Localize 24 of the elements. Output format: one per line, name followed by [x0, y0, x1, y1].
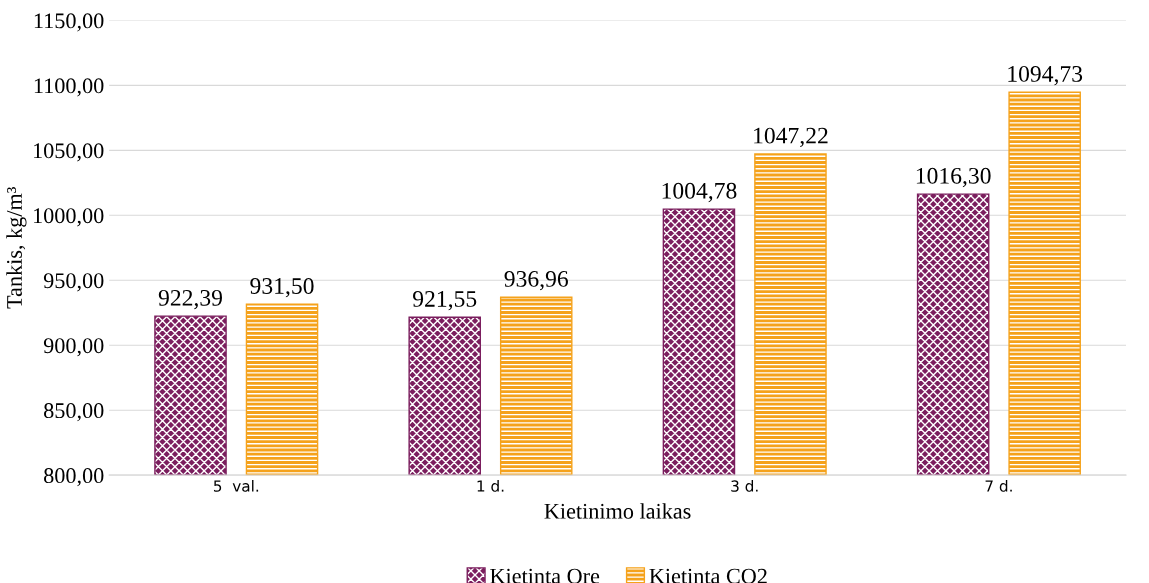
x-tick-label: 1 d. — [477, 480, 504, 492]
y-tick-label: 800,00 — [44, 468, 104, 487]
y-tick-label: 1100,00 — [34, 78, 104, 97]
y-tick-label: 950,00 — [43, 273, 104, 292]
x-tick-label: 3 d. — [731, 480, 758, 492]
y-tick-label: 1150,00 — [34, 13, 104, 32]
x-axis-title: Kietinimo laikas — [544, 503, 691, 519]
y-axis-title: Tankis, kg/m³ — [6, 187, 27, 309]
data-label: 936,96 — [504, 270, 568, 291]
data-label: 1094,73 — [1008, 65, 1083, 86]
y-tick-label: 900,00 — [43, 338, 104, 357]
data-label: 1004,78 — [662, 182, 737, 203]
data-label: 922,39 — [158, 289, 222, 310]
x-tick-label: 5 val. — [213, 480, 259, 492]
data-label: 1016,30 — [916, 167, 991, 188]
x-tick-label: 7 d. — [985, 480, 1012, 492]
data-label: 1047,22 — [754, 127, 828, 147]
y-tick-label: 1000,00 — [34, 208, 104, 227]
y-tick-label: 1050,00 — [34, 143, 104, 162]
legend-label: Kietinta CO2 — [649, 568, 767, 583]
data-label: 921,55 — [413, 291, 477, 311]
data-label: 931,50 — [250, 278, 314, 298]
y-tick-label: 850,00 — [44, 403, 104, 422]
legend-label: Kietinta Ore — [490, 568, 600, 583]
